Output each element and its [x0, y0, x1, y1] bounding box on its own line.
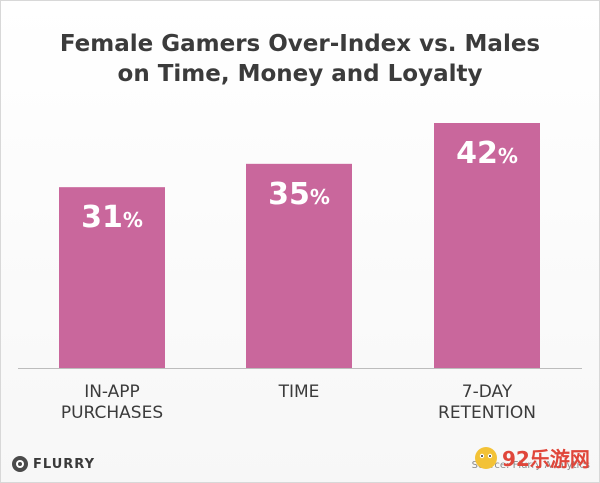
flurry-logo: FLURRY	[12, 456, 95, 472]
bar-value-label-2: 35%	[268, 177, 330, 212]
source-note: Source: Flurry Analytics	[471, 460, 590, 471]
bar-3	[434, 123, 540, 368]
category-label-3-line-2: RETENTION	[438, 403, 536, 423]
site-watermark: 92乐游网	[475, 447, 590, 471]
category-label-3-line-1: 7-DAY	[462, 382, 513, 402]
category-label-2-line-1: TIME	[278, 382, 320, 402]
bar-2	[246, 163, 352, 368]
bar-value-label-1: 31%	[81, 200, 143, 235]
watermark-text: 92乐游网	[502, 447, 590, 471]
flurry-logo-text: FLURRY	[33, 456, 95, 472]
category-label-1-line-2: PURCHASES	[61, 403, 163, 423]
flurry-logo-icon	[12, 456, 28, 472]
category-label-1-line-1: IN-APP	[84, 382, 140, 402]
bar-value-label-3: 42%	[456, 136, 518, 171]
chart-title-line-1: Female Gamers Over-Index vs. Males	[59, 31, 541, 57]
watermark-logo-icon	[475, 447, 497, 469]
chart-title-line-2: on Time, Money and Loyalty	[117, 61, 483, 87]
bar-1	[59, 187, 165, 368]
